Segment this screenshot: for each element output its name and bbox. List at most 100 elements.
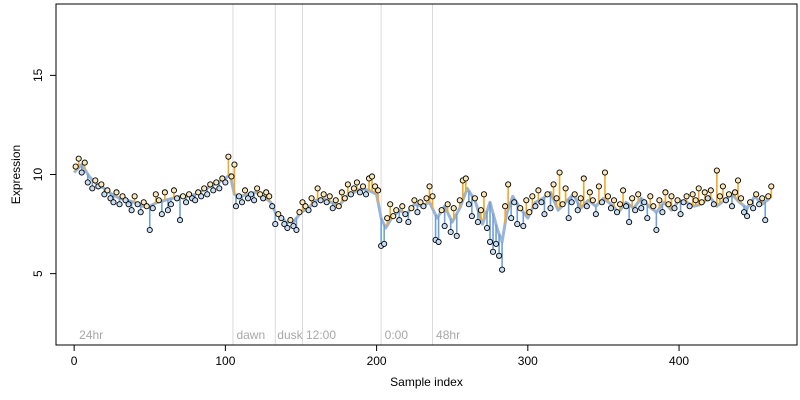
data-point-62: [260, 195, 267, 202]
data-point-57: [245, 195, 252, 202]
data-point-17: [125, 201, 132, 208]
x-tick-label-2: 200: [367, 354, 387, 368]
data-point-32: [170, 187, 178, 194]
data-point-86: [332, 197, 339, 204]
data-point-69: [281, 221, 288, 228]
data-point-76: [302, 203, 309, 210]
data-point-230: [768, 183, 775, 190]
data-point-143: [505, 181, 512, 188]
x-axis: 0 100 200 300 400: [71, 345, 689, 368]
data-point-87: [335, 203, 342, 210]
data-point-206: [695, 185, 702, 192]
data-point-43: [204, 191, 211, 198]
data-point-173: [595, 183, 602, 190]
data-point-167: [577, 195, 584, 202]
data-point-102: [381, 240, 388, 247]
data-point-187: [638, 205, 645, 212]
y-tick-label-2: 15: [31, 68, 45, 82]
data-point-24: [146, 226, 153, 234]
data-point-200: [677, 211, 684, 218]
data-point-73: [293, 226, 300, 234]
data-point-22: [140, 199, 147, 206]
data-point-109: [402, 211, 409, 218]
data-point-140: [496, 252, 503, 259]
data-point-20: [134, 201, 141, 208]
data-point-105: [390, 213, 397, 220]
data-point-67: [275, 211, 282, 218]
data-point-116: [423, 195, 430, 202]
data-point-142: [502, 203, 509, 210]
data-point-196: [665, 201, 672, 208]
data-point-60: [254, 185, 261, 192]
data-point-211: [710, 201, 717, 208]
annotation-5: 48hr: [436, 328, 460, 342]
data-point-23: [143, 203, 150, 210]
data-point-221: [741, 209, 748, 216]
data-point-35: [179, 193, 187, 200]
data-point-19: [131, 193, 138, 200]
data-point-179: [613, 209, 621, 216]
data-point-136: [483, 224, 491, 232]
data-point-104: [387, 201, 394, 208]
data-point-172: [592, 211, 599, 218]
data-point-30: [164, 207, 171, 214]
data-point-190: [647, 193, 654, 200]
data-point-228: [762, 217, 769, 224]
data-point-201: [680, 199, 687, 206]
data-point-100: [375, 187, 382, 194]
data-point-154: [538, 199, 545, 206]
data-point-210: [707, 187, 714, 194]
data-point-160: [556, 169, 563, 176]
data-point-150: [526, 209, 533, 216]
y-tick-label-1: 10: [31, 168, 45, 182]
data-point-218: [731, 189, 739, 196]
data-point-195: [662, 189, 669, 196]
data-point-217: [728, 203, 736, 210]
data-point-185: [632, 207, 639, 214]
data-point-223: [747, 199, 754, 206]
data-point-157: [547, 205, 554, 212]
data-point-153: [535, 187, 542, 194]
data-point-114: [417, 199, 424, 206]
data-point-138: [489, 248, 497, 255]
data-point-141: [499, 266, 506, 273]
data-point-174: [598, 199, 605, 206]
data-point-4: [84, 179, 91, 186]
data-point-99: [372, 183, 379, 190]
data-point-194: [659, 209, 666, 216]
data-point-16: [122, 197, 129, 204]
data-point-122: [441, 222, 448, 230]
data-point-121: [438, 207, 445, 214]
data-point-159: [553, 195, 560, 202]
data-point-115: [420, 203, 427, 210]
data-point-78: [308, 195, 315, 202]
data-point-225: [753, 191, 760, 198]
data-point-165: [571, 191, 578, 198]
data-point-184: [629, 195, 636, 202]
data-point-198: [671, 205, 678, 212]
data-point-126: [453, 232, 460, 240]
data-point-64: [266, 193, 273, 200]
data-point-213: [716, 193, 723, 200]
data-point-169: [583, 203, 590, 210]
data-point-82: [320, 191, 327, 198]
data-point-146: [514, 221, 521, 228]
data-point-134: [477, 207, 484, 214]
data-point-59: [251, 197, 258, 204]
annotation-3: 12:00: [306, 328, 336, 342]
data-point-202: [683, 193, 690, 200]
data-point-209: [704, 195, 711, 202]
data-point-189: [644, 215, 651, 222]
data-point-148: [520, 222, 527, 230]
data-point-216: [725, 191, 732, 198]
y-axis-title: Expression: [9, 145, 23, 204]
x-tick-label-3: 300: [518, 354, 538, 368]
data-point-29: [161, 189, 168, 196]
data-point-131: [468, 213, 475, 220]
data-point-183: [626, 219, 633, 226]
data-point-28: [158, 211, 165, 218]
data-point-72: [290, 222, 297, 230]
data-point-58: [248, 191, 255, 198]
data-point-2: [78, 169, 85, 176]
data-point-89: [341, 195, 348, 202]
